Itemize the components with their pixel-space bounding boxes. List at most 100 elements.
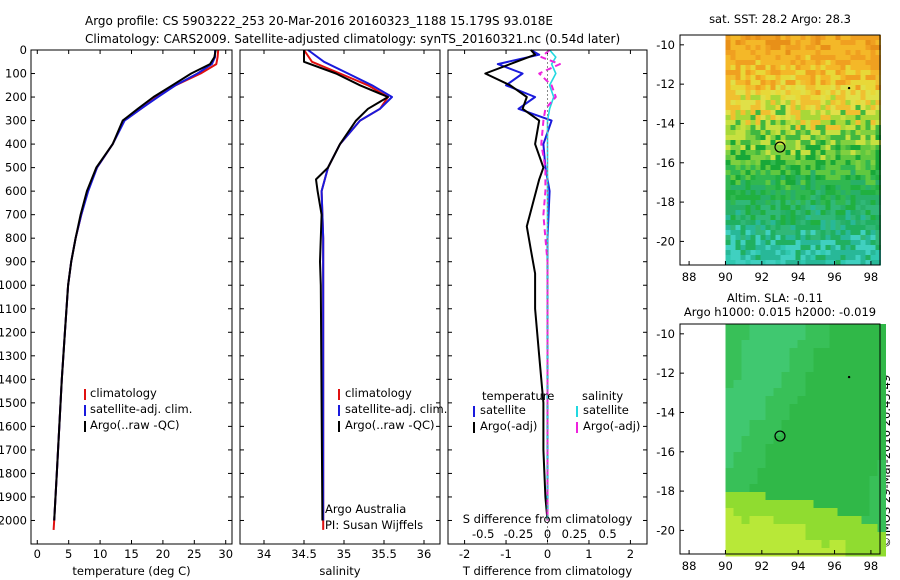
map-cell: [829, 364, 838, 373]
map-cell: [850, 125, 856, 131]
map-cell: [781, 396, 790, 405]
map-cell: [877, 492, 886, 501]
map-cell: [875, 135, 881, 141]
map-cell: [750, 240, 756, 246]
map-cell: [735, 95, 741, 101]
map-cell: [865, 85, 871, 91]
map-cell: [829, 452, 838, 461]
map-cell: [800, 195, 806, 201]
map-cell: [830, 200, 836, 206]
map-cell: [869, 388, 878, 397]
map-cell: [870, 125, 876, 131]
map-cell: [765, 35, 771, 41]
map-cell: [805, 332, 814, 341]
map-cell: [765, 125, 771, 131]
map-cell: [835, 100, 841, 106]
map-cell: [735, 155, 741, 161]
map-cell: [865, 195, 871, 201]
map-cell: [810, 65, 816, 71]
map-cell: [855, 225, 861, 231]
map-cell: [781, 332, 790, 341]
map-cell: [869, 468, 878, 477]
map-cell: [730, 180, 736, 186]
map-cell: [815, 95, 821, 101]
map-cell: [725, 190, 731, 196]
map-cell: [860, 170, 866, 176]
map-cell: [773, 364, 782, 373]
map-cell: [725, 105, 731, 111]
map-cell: [861, 444, 870, 453]
map-cell: [825, 225, 831, 231]
map-cell: [775, 60, 781, 66]
map-cell: [765, 60, 771, 66]
map-cell: [861, 484, 870, 493]
map-cell: [745, 70, 751, 76]
map-cell: [725, 250, 731, 256]
map-cell: [775, 75, 781, 81]
map-cell: [830, 150, 836, 156]
map-cell: [853, 492, 862, 501]
map-cell: [825, 255, 831, 261]
map-cell: [869, 532, 878, 541]
map-cell: [860, 40, 866, 46]
map-cell: [855, 160, 861, 166]
map-cell: [821, 364, 830, 373]
map-cell: [740, 230, 746, 236]
map-cell: [860, 245, 866, 251]
map-cell: [770, 200, 776, 206]
map-cell: [820, 160, 826, 166]
x-tick-label: 25: [187, 547, 202, 561]
map-cell: [733, 324, 742, 333]
map-cell: [770, 115, 776, 121]
map-cell: [840, 230, 846, 236]
map-cell: [845, 240, 851, 246]
map-cell: [733, 356, 742, 365]
x-tick-label: 1: [585, 547, 592, 561]
map-cell: [821, 540, 830, 549]
map-cell: [850, 145, 856, 151]
map-cell: [830, 115, 836, 121]
map-cell: [875, 75, 881, 81]
map-cell: [730, 165, 736, 171]
map-cell: [840, 95, 846, 101]
map-cell: [775, 105, 781, 111]
map-cell: [835, 130, 841, 136]
map-cell: [845, 115, 851, 121]
map-cell: [821, 524, 830, 533]
map-cell: [853, 476, 862, 485]
map-cell: [730, 245, 736, 251]
map-cell: [815, 145, 821, 151]
map-cell: [829, 540, 838, 549]
map-cell: [790, 95, 796, 101]
map-cell: [800, 90, 806, 96]
map-cell: [860, 175, 866, 181]
map-cell: [805, 140, 811, 146]
map-cell: [790, 190, 796, 196]
map-cell: [875, 45, 881, 51]
map-cell: [765, 70, 771, 76]
map-cell: [765, 220, 771, 226]
header-line-1: Argo profile: CS 5903222_253 20-Mar-2016…: [85, 14, 553, 28]
map-cell: [875, 155, 881, 161]
map-cell: [853, 452, 862, 461]
map-cell: [850, 135, 856, 141]
map-cell: [875, 230, 881, 236]
x-tick-label: 90: [718, 559, 733, 573]
map-cell: [757, 444, 766, 453]
map-cell: [790, 175, 796, 181]
map-cell: [865, 80, 871, 86]
x-tick-label: 90: [718, 270, 733, 284]
map-cell: [750, 165, 756, 171]
map-cell: [830, 65, 836, 71]
map-cell: [770, 90, 776, 96]
map-cell: [810, 55, 816, 61]
map-cell: [860, 90, 866, 96]
map-cell: [775, 155, 781, 161]
map-cell: [795, 40, 801, 46]
map-cell: [810, 220, 816, 226]
map-cell: [733, 524, 742, 533]
map-cell: [757, 460, 766, 469]
map-cell: [850, 170, 856, 176]
map-cell: [860, 165, 866, 171]
